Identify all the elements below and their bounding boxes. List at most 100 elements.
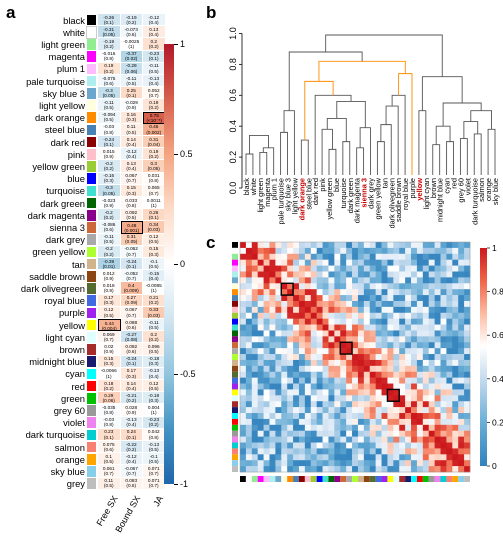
correlation-cell [251,336,258,343]
correlation-cell [434,312,441,319]
correlation-cell [434,330,441,337]
correlation-cell [263,259,270,266]
correlation-cell [405,442,412,449]
p-value: (0.03) [147,227,160,233]
heatmap-cell: -0.12 (0.4) [120,148,143,161]
module-color-swatch [87,75,96,87]
correlation-cell [269,300,276,308]
correlation-cell [334,466,341,473]
correlation-cell [352,295,359,302]
correlation-cell [446,277,453,284]
correlation-cell [411,330,418,337]
row-label: green yellow [32,246,85,258]
correlation-cell [287,448,294,455]
correlation-cell [310,295,317,302]
correlation-cell [287,247,294,255]
heatmap-cell: -0.075 (0.6) [98,75,121,88]
correlation-cell [334,348,341,355]
heatmap-cell: -0.24 (0.1) [120,258,143,271]
correlation-cell [458,259,465,266]
correlation-cell [422,389,430,396]
correlation-cell [293,407,300,414]
correlation-cell [357,436,365,443]
row-label: dark olivegreen [20,283,85,294]
correlation-cell [411,460,418,467]
correlation-cell [257,424,264,432]
correlation-cell [464,383,471,390]
bottom-color-bar [416,476,423,482]
correlation-cell [446,324,453,331]
correlation-cell [281,289,288,296]
correlation-cell [381,377,388,384]
correlation-cell [245,324,253,331]
correlation-cell [316,336,323,343]
correlation-value: 0.12 [149,234,159,240]
correlation-cell [340,259,347,266]
correlation-cell [422,324,430,331]
correlation-cell [440,312,447,319]
heatmap-cell: 0.12 (0.5) [98,306,121,319]
correlation-cell [245,300,253,308]
correlation-cell [446,247,453,255]
correlation-cell [352,395,359,402]
correlation-value: -0.1 [149,453,158,459]
correlation-value: 0.34 [149,221,159,227]
dendrogram-leaf-label: pink [318,178,327,192]
correlation-cell [393,418,400,426]
correlation-cell [428,383,435,390]
correlation-cell [405,413,412,420]
correlation-cell [263,253,270,260]
correlation-cell [340,342,347,349]
correlation-cell [281,418,288,426]
correlation-cell [340,253,347,260]
correlation-cell [381,436,388,443]
p-value: (0.6) [126,349,137,355]
correlation-cell [363,306,371,314]
correlation-cell [416,407,424,414]
correlation-cell [275,466,282,473]
correlation-cell [399,271,406,278]
correlation-cell [269,342,276,349]
correlation-value: -0.24 [125,258,137,264]
correlation-cell [428,359,435,367]
correlation-cell [369,330,376,337]
row-label: yellow [58,319,85,331]
correlation-cell [328,324,335,331]
correlation-cell [287,300,294,308]
correlation-cell [293,259,300,266]
correlation-cell [422,300,430,308]
correlation-cell [464,348,471,355]
correlation-cell [399,348,406,355]
correlation-cell [434,442,441,449]
side-color-bar [232,359,238,366]
dendrogram-leaf-label: orange [484,178,493,201]
correlation-cell [458,348,465,355]
row-label: sky blue 3 [42,87,85,99]
heatmap-cell: -0.19 (0.2) [120,14,143,27]
correlation-cell [434,430,441,437]
correlation-cell [310,324,317,331]
correlation-cell [405,259,412,266]
correlation-value: 0.069 [102,331,115,337]
dendrogram-branch [336,101,366,128]
correlation-cell [357,330,365,337]
correlation-cell [375,283,382,290]
correlation-cell [363,460,371,467]
correlation-cell [369,247,376,255]
correlation-cell [293,265,300,272]
heatmap-cell: 0.19 (0.2) [143,148,166,161]
bottom-color-bar [375,476,382,482]
correlation-cell [245,371,253,378]
correlation-cell [381,259,388,266]
correlation-cell [422,460,430,467]
correlation-cell [328,330,335,337]
correlation-cell [328,247,335,255]
correlation-cell [334,389,341,396]
row-label: dark orange [34,112,85,124]
correlation-cell [399,401,406,408]
correlation-cell [316,277,323,284]
correlation-cell [422,259,430,266]
module-color-swatch [87,405,96,416]
correlation-cell [240,454,247,461]
correlation-cell [293,289,300,296]
